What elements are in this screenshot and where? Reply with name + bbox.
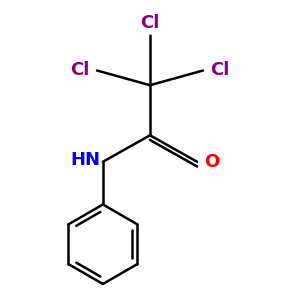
Text: HN: HN: [70, 151, 100, 169]
Text: Cl: Cl: [210, 61, 230, 80]
Text: Cl: Cl: [70, 61, 90, 80]
Text: Cl: Cl: [140, 14, 160, 32]
Text: O: O: [205, 153, 220, 171]
